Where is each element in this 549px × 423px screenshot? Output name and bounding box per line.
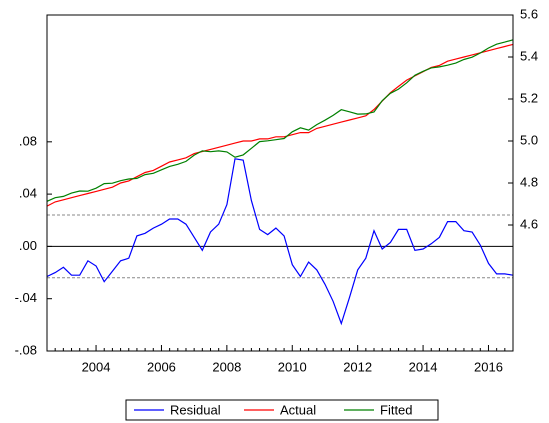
legend-label: Residual (170, 402, 221, 417)
y-tick-label: .08 (19, 133, 37, 148)
y-tick-label: -.04 (15, 290, 37, 305)
legend-label: Fitted (380, 402, 413, 417)
x-tick-label: 2012 (343, 359, 372, 374)
series-line (46, 39, 514, 202)
x-tick-label: 2006 (147, 359, 176, 374)
x-tick-label: 2010 (278, 359, 307, 374)
y2-tick-label: 4.6 (520, 216, 538, 231)
legend: Residual Actual Fitted (125, 399, 439, 421)
x-tick-label: 2004 (82, 359, 111, 374)
series-line (46, 43, 514, 207)
x-tick-label: 2008 (212, 359, 241, 374)
y2-tick-label: 5.4 (520, 48, 538, 63)
y-tick-label: -.08 (15, 342, 37, 357)
y-tick-label: .00 (19, 238, 37, 253)
series-line (46, 158, 514, 326)
legend-label: Actual (280, 402, 316, 417)
y2-tick-label: 4.8 (520, 174, 538, 189)
y-tick-label: .04 (19, 186, 37, 201)
x-tick-label: 2014 (409, 359, 438, 374)
x-tick-label: 2016 (474, 359, 503, 374)
y2-tick-label: 5.2 (520, 90, 538, 105)
legend-box (125, 399, 439, 421)
y2-tick-label: 5.6 (520, 6, 538, 21)
y2-tick-label: 5.0 (520, 132, 538, 147)
plot-frame (46, 14, 514, 352)
